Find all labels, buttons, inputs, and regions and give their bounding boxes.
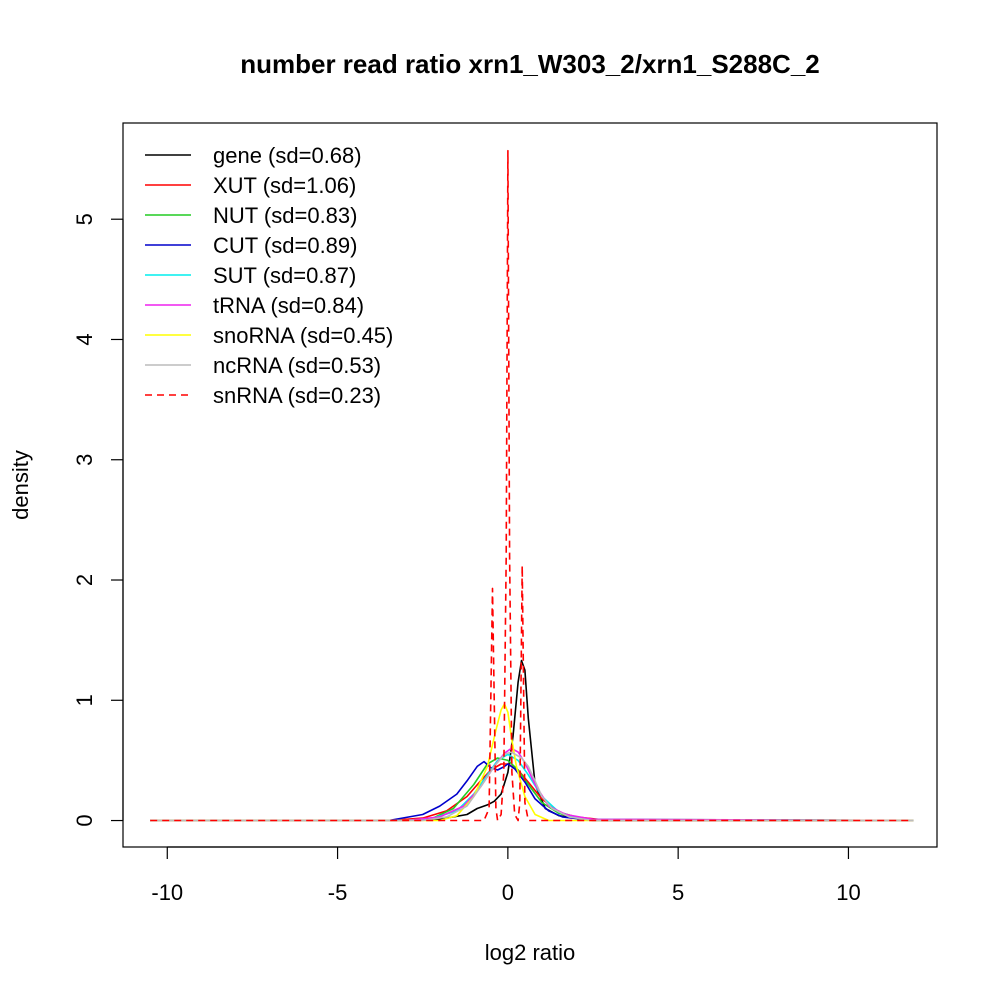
series-line-3	[150, 760, 914, 822]
legend-label: snoRNA (sd=0.45)	[213, 323, 393, 348]
legend-label: NUT (sd=0.83)	[213, 203, 357, 228]
y-tick-label: 1	[72, 694, 97, 706]
x-axis: -10 -5 0 5 10	[151, 846, 861, 905]
series-line-2	[150, 757, 914, 822]
legend-label: ncRNA (sd=0.53)	[213, 353, 381, 378]
chart-title: number read ratio xrn1_W303_2/xrn1_S288C…	[240, 49, 820, 79]
series-layer	[150, 149, 914, 822]
x-tick-label: 5	[672, 880, 684, 905]
legend-label: gene (sd=0.68)	[213, 143, 362, 168]
x-tick-label: -10	[151, 880, 183, 905]
y-axis: 0 1 2 3 4 5	[72, 213, 124, 827]
legend-label: tRNA (sd=0.84)	[213, 293, 364, 318]
legend-label: SUT (sd=0.87)	[213, 263, 356, 288]
legend-label: CUT (sd=0.89)	[213, 233, 357, 258]
x-tick-label: -5	[328, 880, 348, 905]
series-line-7	[150, 751, 914, 822]
y-axis-label: density	[8, 450, 33, 520]
x-axis-label: log2 ratio	[485, 940, 576, 965]
legend-label: snRNA (sd=0.23)	[213, 383, 381, 408]
y-tick-label: 4	[72, 333, 97, 345]
x-tick-label: 10	[836, 880, 860, 905]
series-line-6	[150, 703, 914, 822]
x-tick-label: 0	[502, 880, 514, 905]
series-line-8	[150, 149, 914, 822]
legend: gene (sd=0.68) XUT (sd=1.06) NUT (sd=0.83)…	[145, 143, 393, 408]
y-tick-label: 2	[72, 574, 97, 586]
series-line-0	[150, 659, 914, 822]
y-tick-label: 3	[72, 454, 97, 466]
y-tick-label: 0	[72, 814, 97, 826]
y-tick-label: 5	[72, 213, 97, 225]
legend-label: XUT (sd=1.06)	[213, 173, 356, 198]
